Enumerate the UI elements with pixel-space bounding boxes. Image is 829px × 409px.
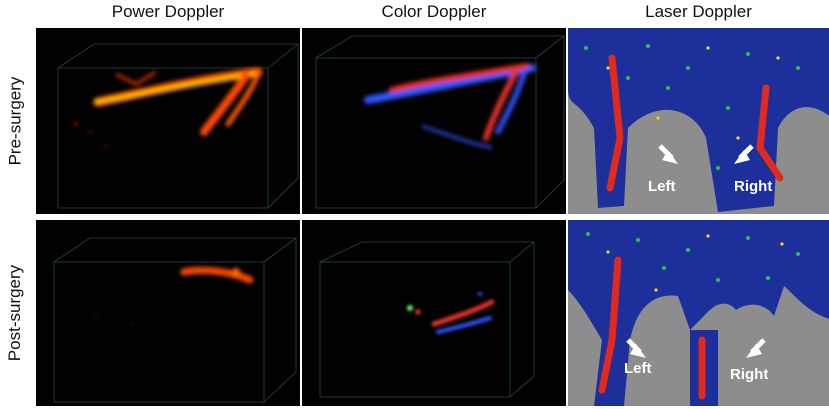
arrow-icon-right-post — [746, 338, 766, 358]
laser-label-left-pre: Left — [648, 178, 676, 195]
laser-label-left-post: Left — [624, 360, 652, 377]
arrow-icon-left-post — [626, 338, 646, 358]
row-label-pre-surgery: Pre-surgery — [0, 28, 30, 214]
arrow-icon-right-pre — [734, 144, 754, 164]
laser-doppler-pre-illustration — [568, 28, 829, 212]
column-title-power-doppler: Power Doppler — [111, 2, 225, 21]
laser-doppler-post-illustration — [568, 220, 829, 406]
image-laser-doppler-pre: Left Right — [568, 28, 829, 214]
laser-label-right-pre: Right — [734, 178, 773, 195]
row-label-post-surgery: Post-surgery — [0, 220, 30, 406]
image-color-doppler-pre — [302, 28, 566, 214]
arrow-icon-left-pre — [658, 144, 678, 164]
color-doppler-post-illustration — [319, 241, 536, 398]
power-doppler-pre-illustration — [57, 43, 300, 209]
laser-label-right-post: Right — [730, 366, 769, 383]
column-title-color-doppler: Color Doppler — [381, 2, 487, 21]
image-laser-doppler-post: Left Right — [568, 220, 829, 406]
color-doppler-pre-illustration — [315, 35, 566, 209]
row-label-pre-surgery-text: Pre-surgery — [5, 76, 24, 166]
image-power-doppler-pre — [36, 28, 300, 214]
image-power-doppler-post — [36, 220, 300, 406]
column-title-laser-doppler: Laser Doppler — [645, 2, 752, 21]
row-label-post-surgery-text: Post-surgery — [5, 264, 24, 362]
image-color-doppler-post — [302, 220, 566, 406]
power-doppler-post-illustration — [53, 237, 298, 403]
